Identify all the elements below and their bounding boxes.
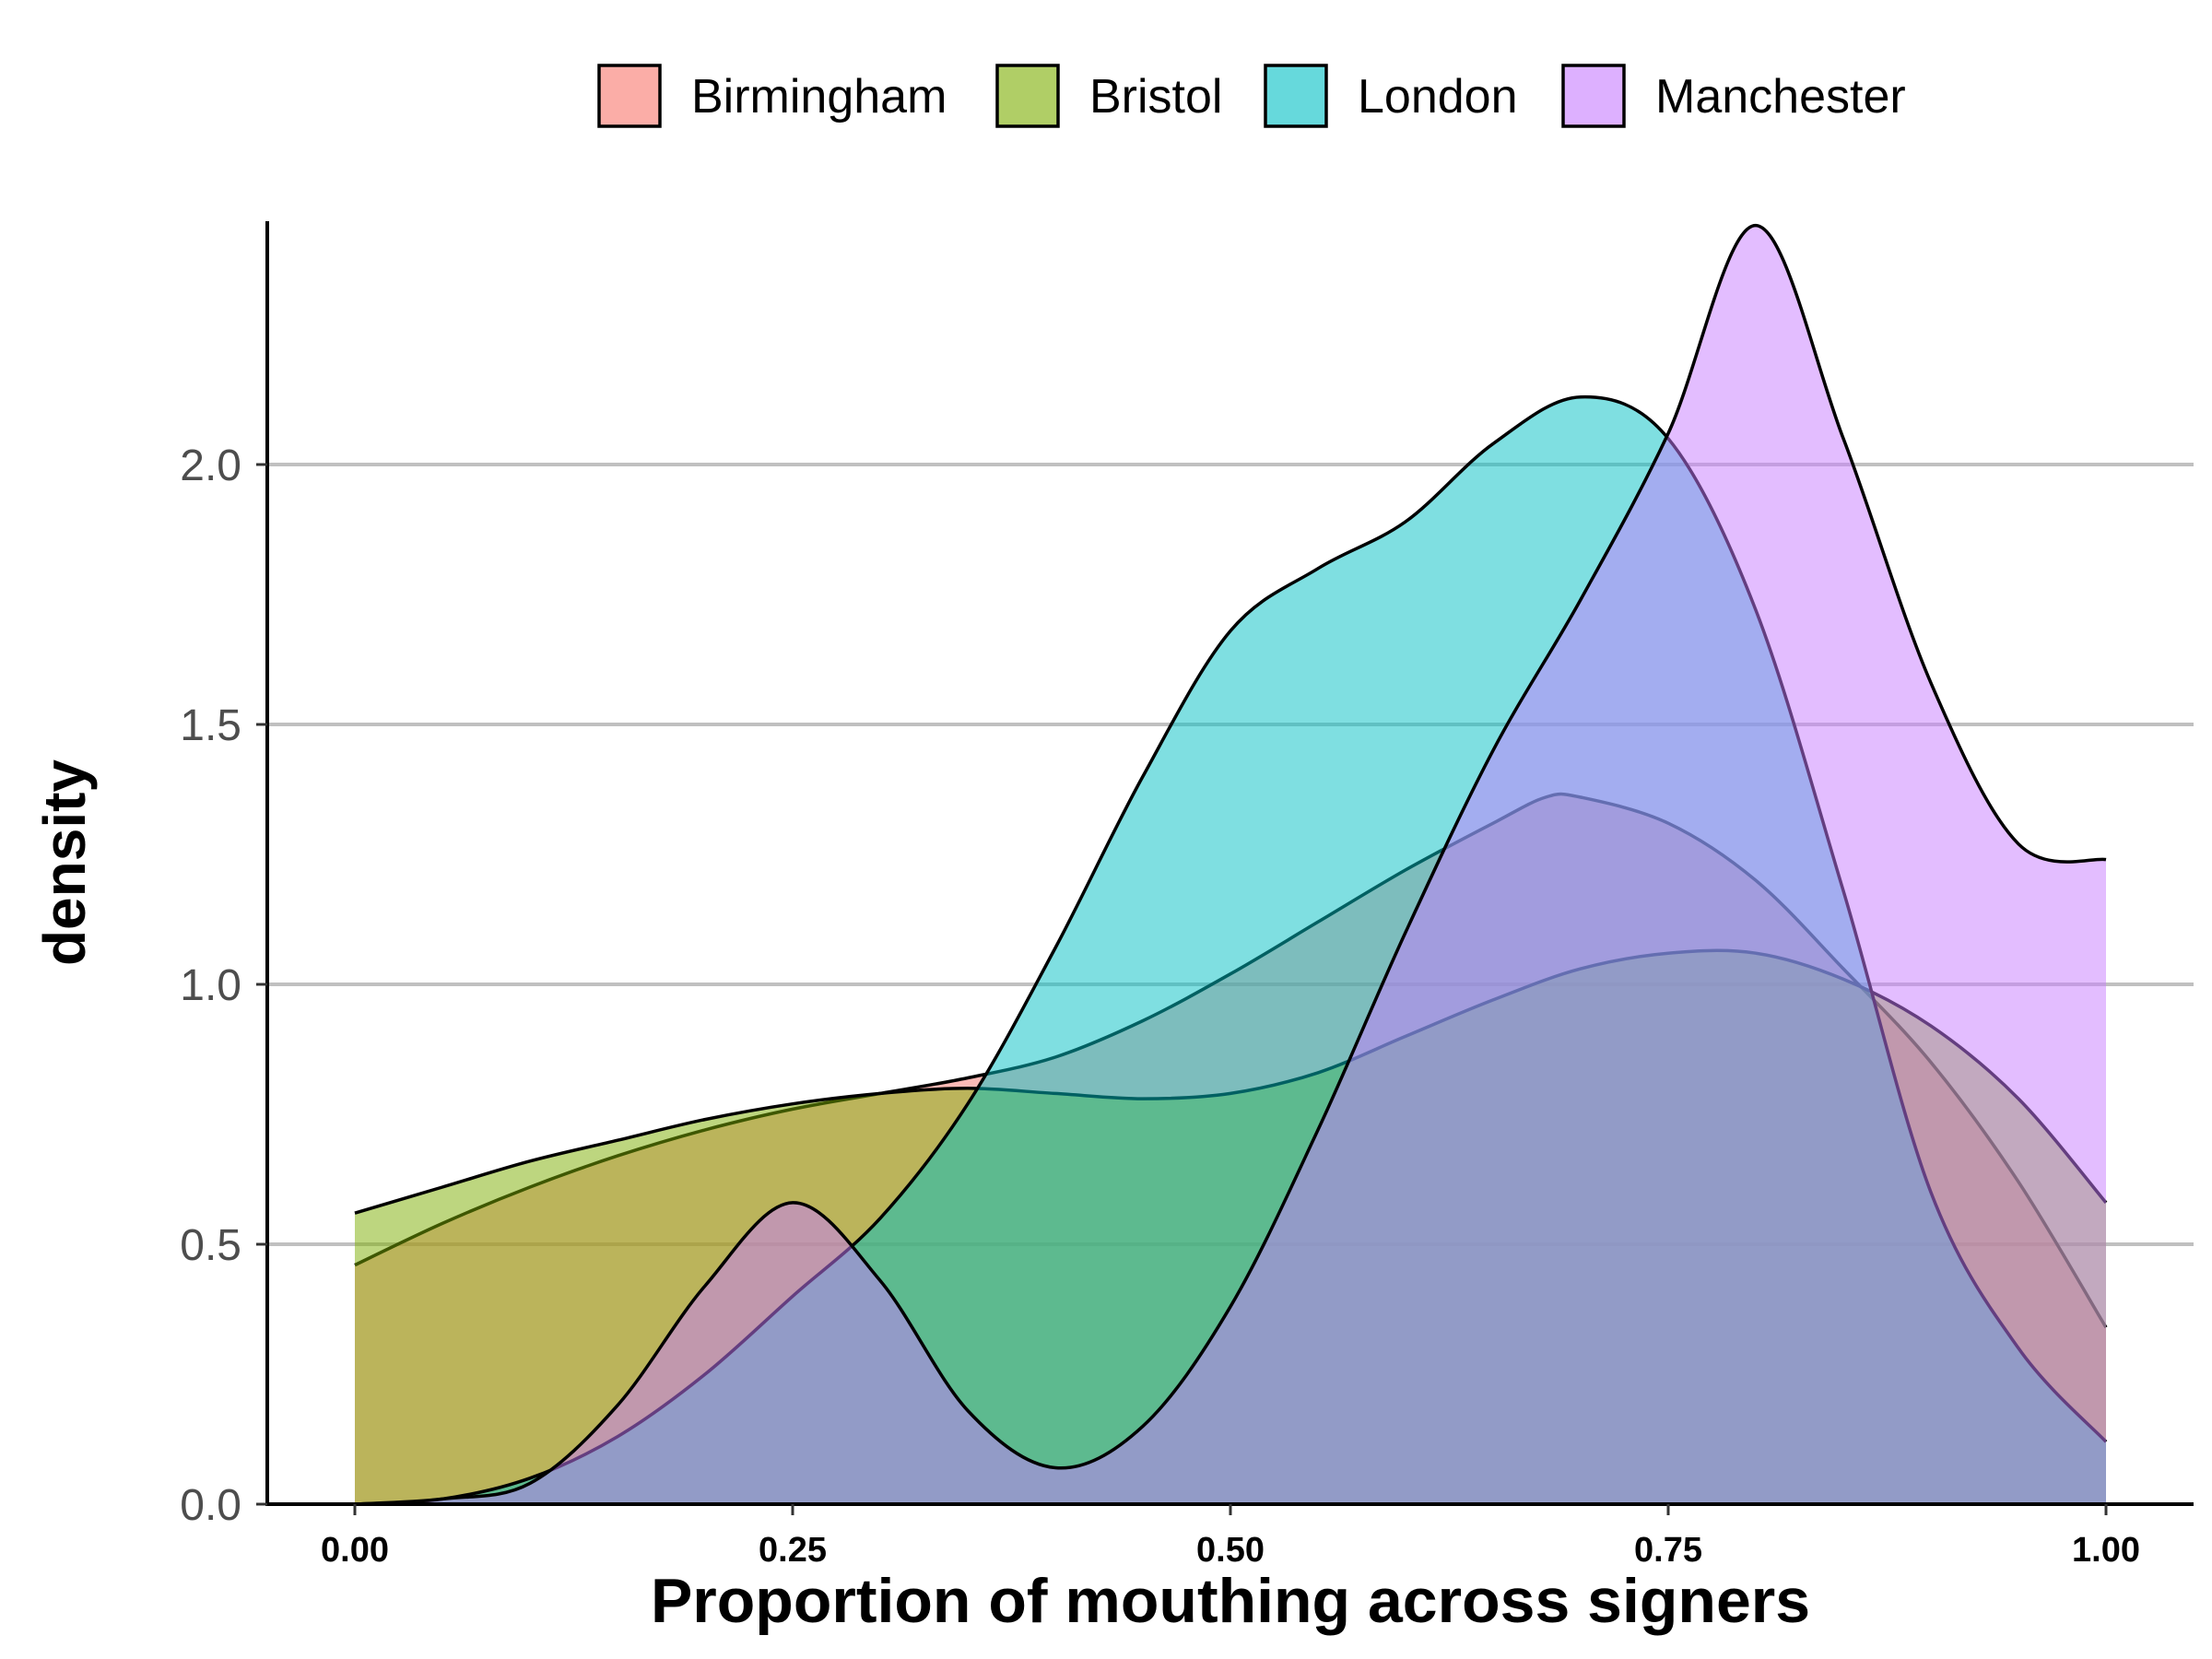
y-tick-label-0-0: 0.0 (180, 1481, 241, 1530)
x-ticks: 0.00 0.25 0.50 0.75 1.00 (321, 1504, 2140, 1570)
x-tick-label-0-75: 0.75 (1634, 1531, 1702, 1570)
x-tick-label-1-00: 1.00 (2072, 1531, 2140, 1570)
legend: Birmingham Bristol London Manchester (597, 64, 1906, 128)
legend-key-bristol (995, 64, 1060, 128)
x-tick-label-0-50: 0.50 (1196, 1531, 1265, 1570)
y-tick-label-1-5: 1.5 (180, 701, 241, 750)
legend-key-london (1264, 64, 1328, 128)
area-fill-manchester (355, 225, 2106, 1505)
y-axis-title: density (31, 759, 98, 966)
legend-label-bristol: Bristol (1089, 70, 1222, 124)
legend-label-birmingham: Birmingham (691, 70, 947, 124)
legend-item-london: London (1264, 64, 1518, 128)
density-areas (354, 223, 2108, 1506)
x-tick-label-0-25: 0.25 (759, 1531, 827, 1570)
density-line-manchester (354, 223, 2107, 1506)
x-axis-title: Proportion of mouthing across signers (651, 1566, 1810, 1636)
y-tick-label-2-0: 2.0 (180, 441, 241, 490)
legend-item-bristol: Bristol (995, 64, 1222, 128)
legend-item-manchester: Manchester (1561, 64, 1906, 128)
legend-key-manchester (1561, 64, 1626, 128)
x-tick-label-0-00: 0.00 (321, 1531, 389, 1570)
legend-item-birmingham: Birmingham (597, 64, 947, 128)
y-tick-label-1-0: 1.0 (180, 961, 241, 1010)
legend-label-manchester: Manchester (1655, 70, 1906, 124)
legend-key-birmingham (597, 64, 662, 128)
y-tick-label-0-5: 0.5 (180, 1221, 241, 1270)
legend-label-london: London (1358, 70, 1518, 124)
y-ticks: 0.0 0.5 1.0 1.5 2.0 (180, 441, 267, 1530)
